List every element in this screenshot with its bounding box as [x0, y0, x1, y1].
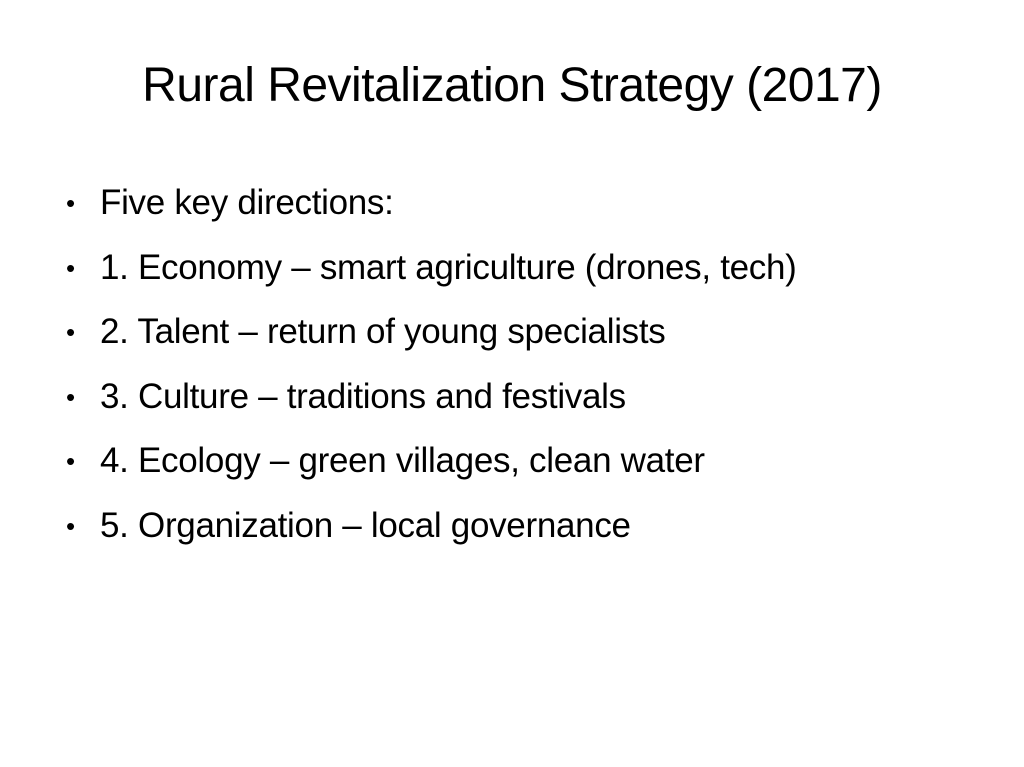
bullet-icon: •	[66, 317, 75, 347]
bullet-text: 5. Organization – local governance	[100, 505, 631, 545]
list-item: • Five key directions:	[66, 183, 994, 248]
bullet-icon: •	[66, 252, 75, 283]
list-item: • 5. Organization – local governance	[66, 506, 994, 571]
slide-title: Rural Revitalization Strategy (2017)	[142, 59, 882, 112]
bullet-text: Five key directions:	[100, 183, 394, 222]
bullet-list: • Five key directions: • 1. Economy – sm…	[66, 183, 994, 570]
list-item: • 3. Culture – traditions and festivals	[66, 377, 994, 442]
bullet-text: 4. Ecology – green villages, clean water	[100, 441, 705, 480]
bullet-icon: •	[66, 446, 75, 476]
bullet-icon: •	[66, 188, 75, 218]
bullet-text: 3. Culture – traditions and festivals	[100, 376, 626, 416]
list-item: • 1. Economy – smart agriculture (drones…	[66, 248, 994, 313]
bullet-icon: •	[66, 510, 75, 541]
list-item: • 2. Talent – return of young specialist…	[66, 312, 994, 377]
list-item: • 4. Ecology – green villages, clean wat…	[66, 441, 994, 506]
bullet-text: 2. Talent – return of young specialists	[100, 312, 666, 351]
bullet-text: 1. Economy – smart agriculture (drones, …	[100, 247, 797, 287]
bullet-icon: •	[66, 381, 75, 412]
